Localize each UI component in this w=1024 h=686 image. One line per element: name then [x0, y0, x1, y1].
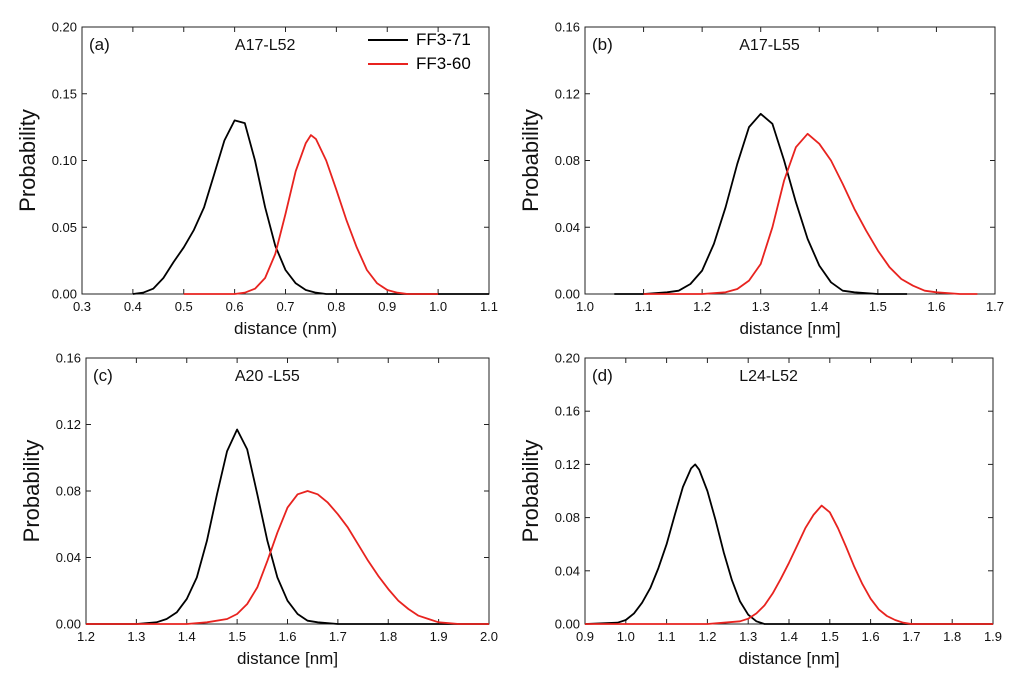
x-tick-label: 1.0 — [617, 629, 635, 644]
x-tick-label: 0.9 — [378, 299, 396, 314]
x-tick-label: 1.4 — [810, 299, 828, 314]
x-tick-label: 1.5 — [821, 629, 839, 644]
x-tick-label: 2.0 — [480, 629, 498, 644]
plot-frame — [81, 26, 490, 295]
x-tick-label: 1.1 — [480, 299, 498, 314]
series-line-ff3-60 — [86, 490, 489, 625]
y-tick-label: 0.12 — [555, 86, 580, 101]
x-tick-label: 1.6 — [927, 299, 945, 314]
series-line-ff3-71 — [86, 428, 489, 625]
x-axis-label: distance (nm) — [234, 319, 337, 338]
x-tick-label: 0.8 — [327, 299, 345, 314]
panel-label: (c) — [93, 366, 113, 385]
panel-title: A17-L55 — [739, 37, 800, 54]
series-line-ff3-60 — [585, 504, 993, 625]
y-tick-label: 0.12 — [56, 417, 81, 432]
x-tick-label: 1.1 — [635, 299, 653, 314]
y-tick-label: 0.00 — [555, 287, 580, 302]
x-tick-label: 1.4 — [780, 629, 798, 644]
x-tick-label: 1.0 — [429, 299, 447, 314]
x-axis-label: distance [nm] — [738, 649, 839, 668]
x-tick-label: 1.2 — [698, 629, 716, 644]
legend-label: FF3-71 — [416, 30, 471, 49]
y-tick-label: 0.15 — [52, 86, 77, 101]
y-axis-label: Probability — [518, 109, 543, 212]
x-tick-label: 1.9 — [430, 629, 448, 644]
y-tick-label: 0.08 — [555, 510, 580, 525]
x-axis-label: distance [nm] — [237, 649, 338, 668]
y-tick-label: 0.16 — [555, 20, 580, 35]
x-tick-label: 1.2 — [693, 299, 711, 314]
y-tick-label: 0.04 — [56, 550, 81, 565]
legend-swatch-black — [368, 39, 408, 41]
x-tick-label: 1.7 — [329, 629, 347, 644]
series-line-ff3-60 — [643, 132, 978, 295]
x-tick-label: 1.6 — [278, 629, 296, 644]
legend-swatch-red — [368, 63, 408, 65]
x-tick-label: 1.2 — [77, 629, 95, 644]
x-tick-label: 1.0 — [576, 299, 594, 314]
y-tick-label: 0.00 — [555, 617, 580, 632]
y-axis-label: Probability — [518, 440, 543, 543]
y-tick-label: 0.00 — [52, 287, 77, 302]
x-tick-label: 0.9 — [576, 629, 594, 644]
y-axis-label: Probability — [15, 109, 40, 212]
legend-entry-ff3-71: FF3-71 — [368, 30, 471, 50]
x-tick-label: 1.3 — [752, 299, 770, 314]
plot-frame — [584, 26, 996, 295]
x-tick-label: 1.5 — [869, 299, 887, 314]
panel-title: L24-L52 — [739, 368, 798, 385]
x-axis-label: distance [nm] — [739, 319, 840, 338]
y-tick-label: 0.08 — [56, 484, 81, 499]
x-tick-label: 1.1 — [658, 629, 676, 644]
x-tick-label: 1.8 — [943, 629, 961, 644]
x-tick-label: 1.6 — [862, 629, 880, 644]
y-tick-label: 0.12 — [555, 457, 580, 472]
y-tick-label: 0.04 — [555, 220, 580, 235]
x-tick-label: 1.5 — [228, 629, 246, 644]
plot-frame — [85, 357, 490, 625]
series-line-ff3-60 — [183, 134, 439, 295]
x-tick-label: 1.4 — [178, 629, 196, 644]
y-tick-label: 0.00 — [56, 617, 81, 632]
x-tick-label: 1.7 — [986, 299, 1004, 314]
x-tick-label: 0.6 — [226, 299, 244, 314]
y-tick-label: 0.20 — [555, 351, 580, 366]
legend-entry-ff3-60: FF3-60 — [368, 54, 471, 74]
y-tick-label: 0.10 — [52, 153, 77, 168]
y-tick-label: 0.08 — [555, 153, 580, 168]
y-axis-label: Probability — [19, 440, 44, 543]
x-tick-label: 1.3 — [127, 629, 145, 644]
x-tick-label: 0.5 — [175, 299, 193, 314]
panel-label: (a) — [89, 35, 110, 54]
panel-label: (d) — [592, 366, 613, 385]
plot-frame — [584, 357, 994, 625]
y-tick-label: 0.20 — [52, 20, 77, 35]
y-tick-label: 0.16 — [56, 351, 81, 366]
series-line-ff3-71 — [132, 119, 489, 295]
y-tick-label: 0.05 — [52, 220, 77, 235]
legend-label: FF3-60 — [416, 54, 471, 73]
x-tick-label: 1.7 — [902, 629, 920, 644]
y-tick-label: 0.16 — [555, 404, 580, 419]
panel-label: (b) — [592, 35, 613, 54]
panel-title: A17-L52 — [235, 37, 296, 54]
panel-title: A20 -L55 — [235, 368, 300, 385]
x-tick-label: 0.4 — [124, 299, 142, 314]
x-tick-label: 1.9 — [984, 629, 1002, 644]
x-tick-label: 1.3 — [739, 629, 757, 644]
x-tick-label: 0.3 — [73, 299, 91, 314]
y-tick-label: 0.04 — [555, 563, 580, 578]
x-tick-label: 0.7 — [276, 299, 294, 314]
x-tick-label: 1.8 — [379, 629, 397, 644]
series-line-ff3-71 — [614, 112, 908, 295]
